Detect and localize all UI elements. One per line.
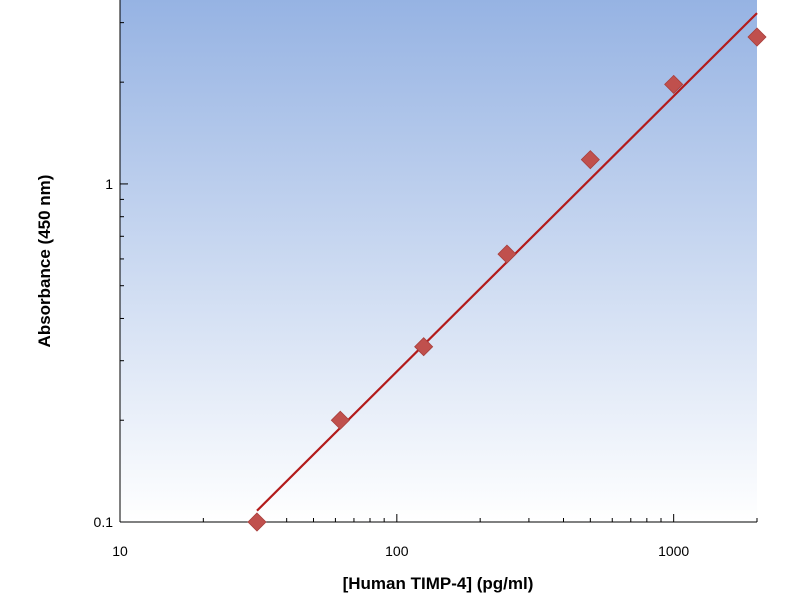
minor-ticks (120, 22, 758, 522)
x-tick-label: 100 (385, 543, 409, 559)
y-axis-title: Absorbance (450 nm) (35, 175, 54, 348)
data-point (747, 27, 767, 47)
x-tick-label: 1000 (658, 543, 689, 559)
y-tick-label: 0.1 (94, 514, 114, 530)
data-point-layer (247, 27, 767, 532)
data-point (580, 150, 600, 170)
data-point (414, 337, 434, 357)
x-axis-title: [Human TIMP-4] (pg/ml) (343, 574, 534, 593)
y-tick-label: 1 (105, 176, 113, 192)
data-point (247, 512, 267, 532)
x-tick-labels: 10 100 1000 (112, 543, 689, 559)
data-point (497, 244, 517, 264)
data-point (330, 410, 350, 430)
y-tick-labels: 0.11 (94, 176, 114, 530)
plot-area (120, 0, 757, 522)
data-point (664, 74, 684, 94)
x-tick-label: 10 (112, 543, 128, 559)
